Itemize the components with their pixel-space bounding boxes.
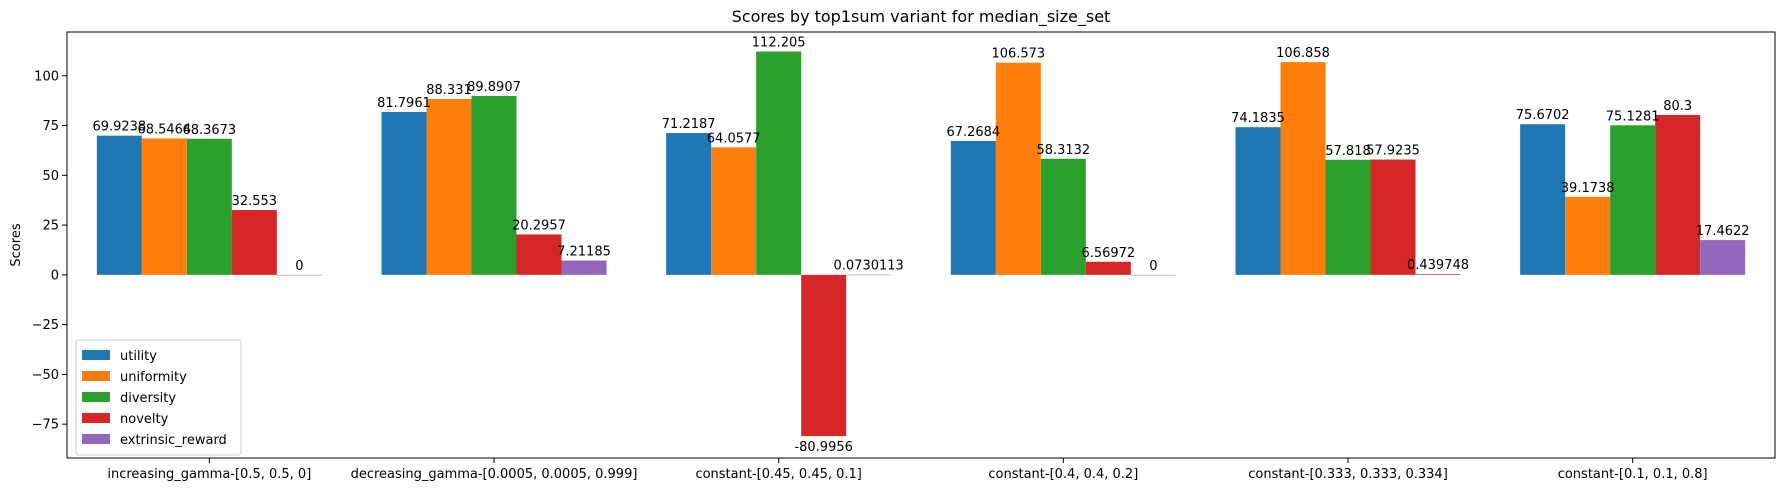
y-tick-label: −75 [32,418,59,433]
bar-diversity-4 [1325,159,1371,275]
legend-box [75,339,242,456]
bar-uniformity-1 [426,99,472,275]
legend-swatch-uniformity [82,371,110,381]
bar-novelty-0 [231,210,277,275]
bar-utility-0 [96,135,142,275]
x-tick-label: constant-[0.1, 0.1, 0.8] [1558,467,1708,482]
data-label-novelty-1: 20.2957 [512,218,566,233]
bar-utility-2 [666,133,712,275]
y-tick-label: 100 [34,69,59,84]
x-axis: increasing_gamma-[0.5, 0.5, 0] decreasing… [107,458,1708,482]
data-label-novelty-4: 57.9235 [1366,144,1420,159]
bar-novelty-1 [516,234,562,275]
data-label-extrinsic_reward-1: 7.21185 [557,245,611,260]
data-label-utility-0: 69.9238 [92,120,146,135]
data-label-utility-5: 75.6702 [1516,108,1570,123]
legend-swatch-diversity [82,392,110,402]
legend-swatch-utility [82,350,110,360]
bar-extrinsic_reward-1 [561,260,607,275]
bar-novelty-4 [1370,159,1416,275]
bar-diversity-2 [756,51,802,275]
data-label-extrinsic_reward-3: 0 [1149,259,1157,274]
legend: utility uniformity diversity novelty extrins… [75,339,242,456]
bar-diversity-3 [1040,158,1086,275]
data-label-utility-4: 74.1835 [1231,111,1285,126]
data-label-utility-3: 67.2684 [946,125,1000,140]
bar-uniformity-5 [1565,196,1611,275]
bars-group [96,51,1746,437]
y-axis-label: Scores [9,223,24,266]
bar-extrinsic_reward-0 [276,274,322,276]
data-label-diversity-2: 112.205 [752,35,806,50]
y-tick-label: 0 [51,268,59,283]
bar-extrinsic_reward-4 [1415,273,1461,275]
legend-label-uniformity: uniformity [120,370,187,385]
bar-uniformity-2 [711,147,757,275]
legend-label-novelty: novelty [120,412,169,427]
bar-utility-5 [1520,124,1566,275]
x-tick-label: decreasing_gamma-[0.0005, 0.0005, 0.999] [351,467,638,482]
data-label-uniformity-2: 64.0577 [707,131,761,146]
y-tick-label: −25 [32,318,59,333]
data-label-novelty-5: 80.3 [1663,99,1692,114]
data-label-uniformity-1: 88.331 [426,83,472,98]
data-label-uniformity-0: 68.5464 [137,122,191,137]
y-tick-label: 75 [42,119,59,134]
plot-frame [66,31,1776,459]
bar-utility-3 [950,140,996,275]
legend-swatch-novelty [82,413,110,423]
data-label-diversity-0: 68.3673 [182,123,236,138]
legend-label-diversity: diversity [120,391,176,406]
legend-label-extrinsic_reward: extrinsic_reward [120,433,227,448]
data-label-utility-1: 81.7961 [377,96,431,111]
data-label-uniformity-4: 106.858 [1276,46,1330,61]
data-label-novelty-2: -80.9956 [794,440,852,455]
bar-uniformity-3 [995,62,1041,275]
bar-diversity-5 [1610,125,1656,275]
x-tick-label: increasing_gamma-[0.5, 0.5, 0] [107,467,311,482]
data-label-novelty-0: 32.553 [232,194,278,209]
y-tick-label: 25 [42,219,59,234]
bar-novelty-3 [1085,261,1131,275]
bar-extrinsic_reward-3 [1130,274,1176,276]
y-axis: −75 −50 −25 0 25 50 75 100 [32,69,67,433]
data-label-utility-2: 71.2187 [662,117,716,132]
x-tick-label: constant-[0.45, 0.45, 0.1] [695,467,861,482]
bar-uniformity-0 [141,138,187,275]
x-tick-label: constant-[0.4, 0.4, 0.2] [988,467,1138,482]
data-label-extrinsic_reward-4: 0.439748 [1407,258,1469,273]
x-tick-label: constant-[0.333, 0.333, 0.334] [1248,467,1448,482]
data-label-extrinsic_reward-2: 0.0730113 [834,259,904,274]
bar-diversity-0 [186,138,232,275]
data-label-diversity-3: 58.3132 [1036,143,1090,158]
y-tick-label: −50 [32,368,59,383]
bar-diversity-1 [471,95,517,275]
data-label-novelty-3: 6.56972 [1081,246,1135,261]
data-label-extrinsic_reward-0: 0 [295,259,303,274]
data-label-extrinsic_reward-5: 17.4622 [1696,224,1750,239]
data-label-uniformity-5: 39.1738 [1561,181,1615,196]
bar-uniformity-4 [1280,62,1326,275]
data-label-diversity-1: 89.8907 [467,80,521,95]
bar-extrinsic_reward-2 [846,274,892,276]
data-label-diversity-5: 75.1281 [1606,109,1660,124]
bar-novelty-2 [801,274,847,437]
chart-title: Scores by top1sum variant for median_siz… [732,7,1111,27]
bar-utility-1 [381,112,427,275]
legend-swatch-extrinsic_reward [82,434,110,444]
bar-extrinsic_reward-5 [1700,240,1746,275]
legend-label-utility: utility [120,349,157,364]
bar-novelty-5 [1655,115,1701,275]
data-label-diversity-4: 57.818 [1325,144,1371,159]
bar-utility-4 [1235,127,1281,275]
y-tick-label: 50 [42,169,59,184]
data-label-uniformity-3: 106.573 [991,47,1045,62]
